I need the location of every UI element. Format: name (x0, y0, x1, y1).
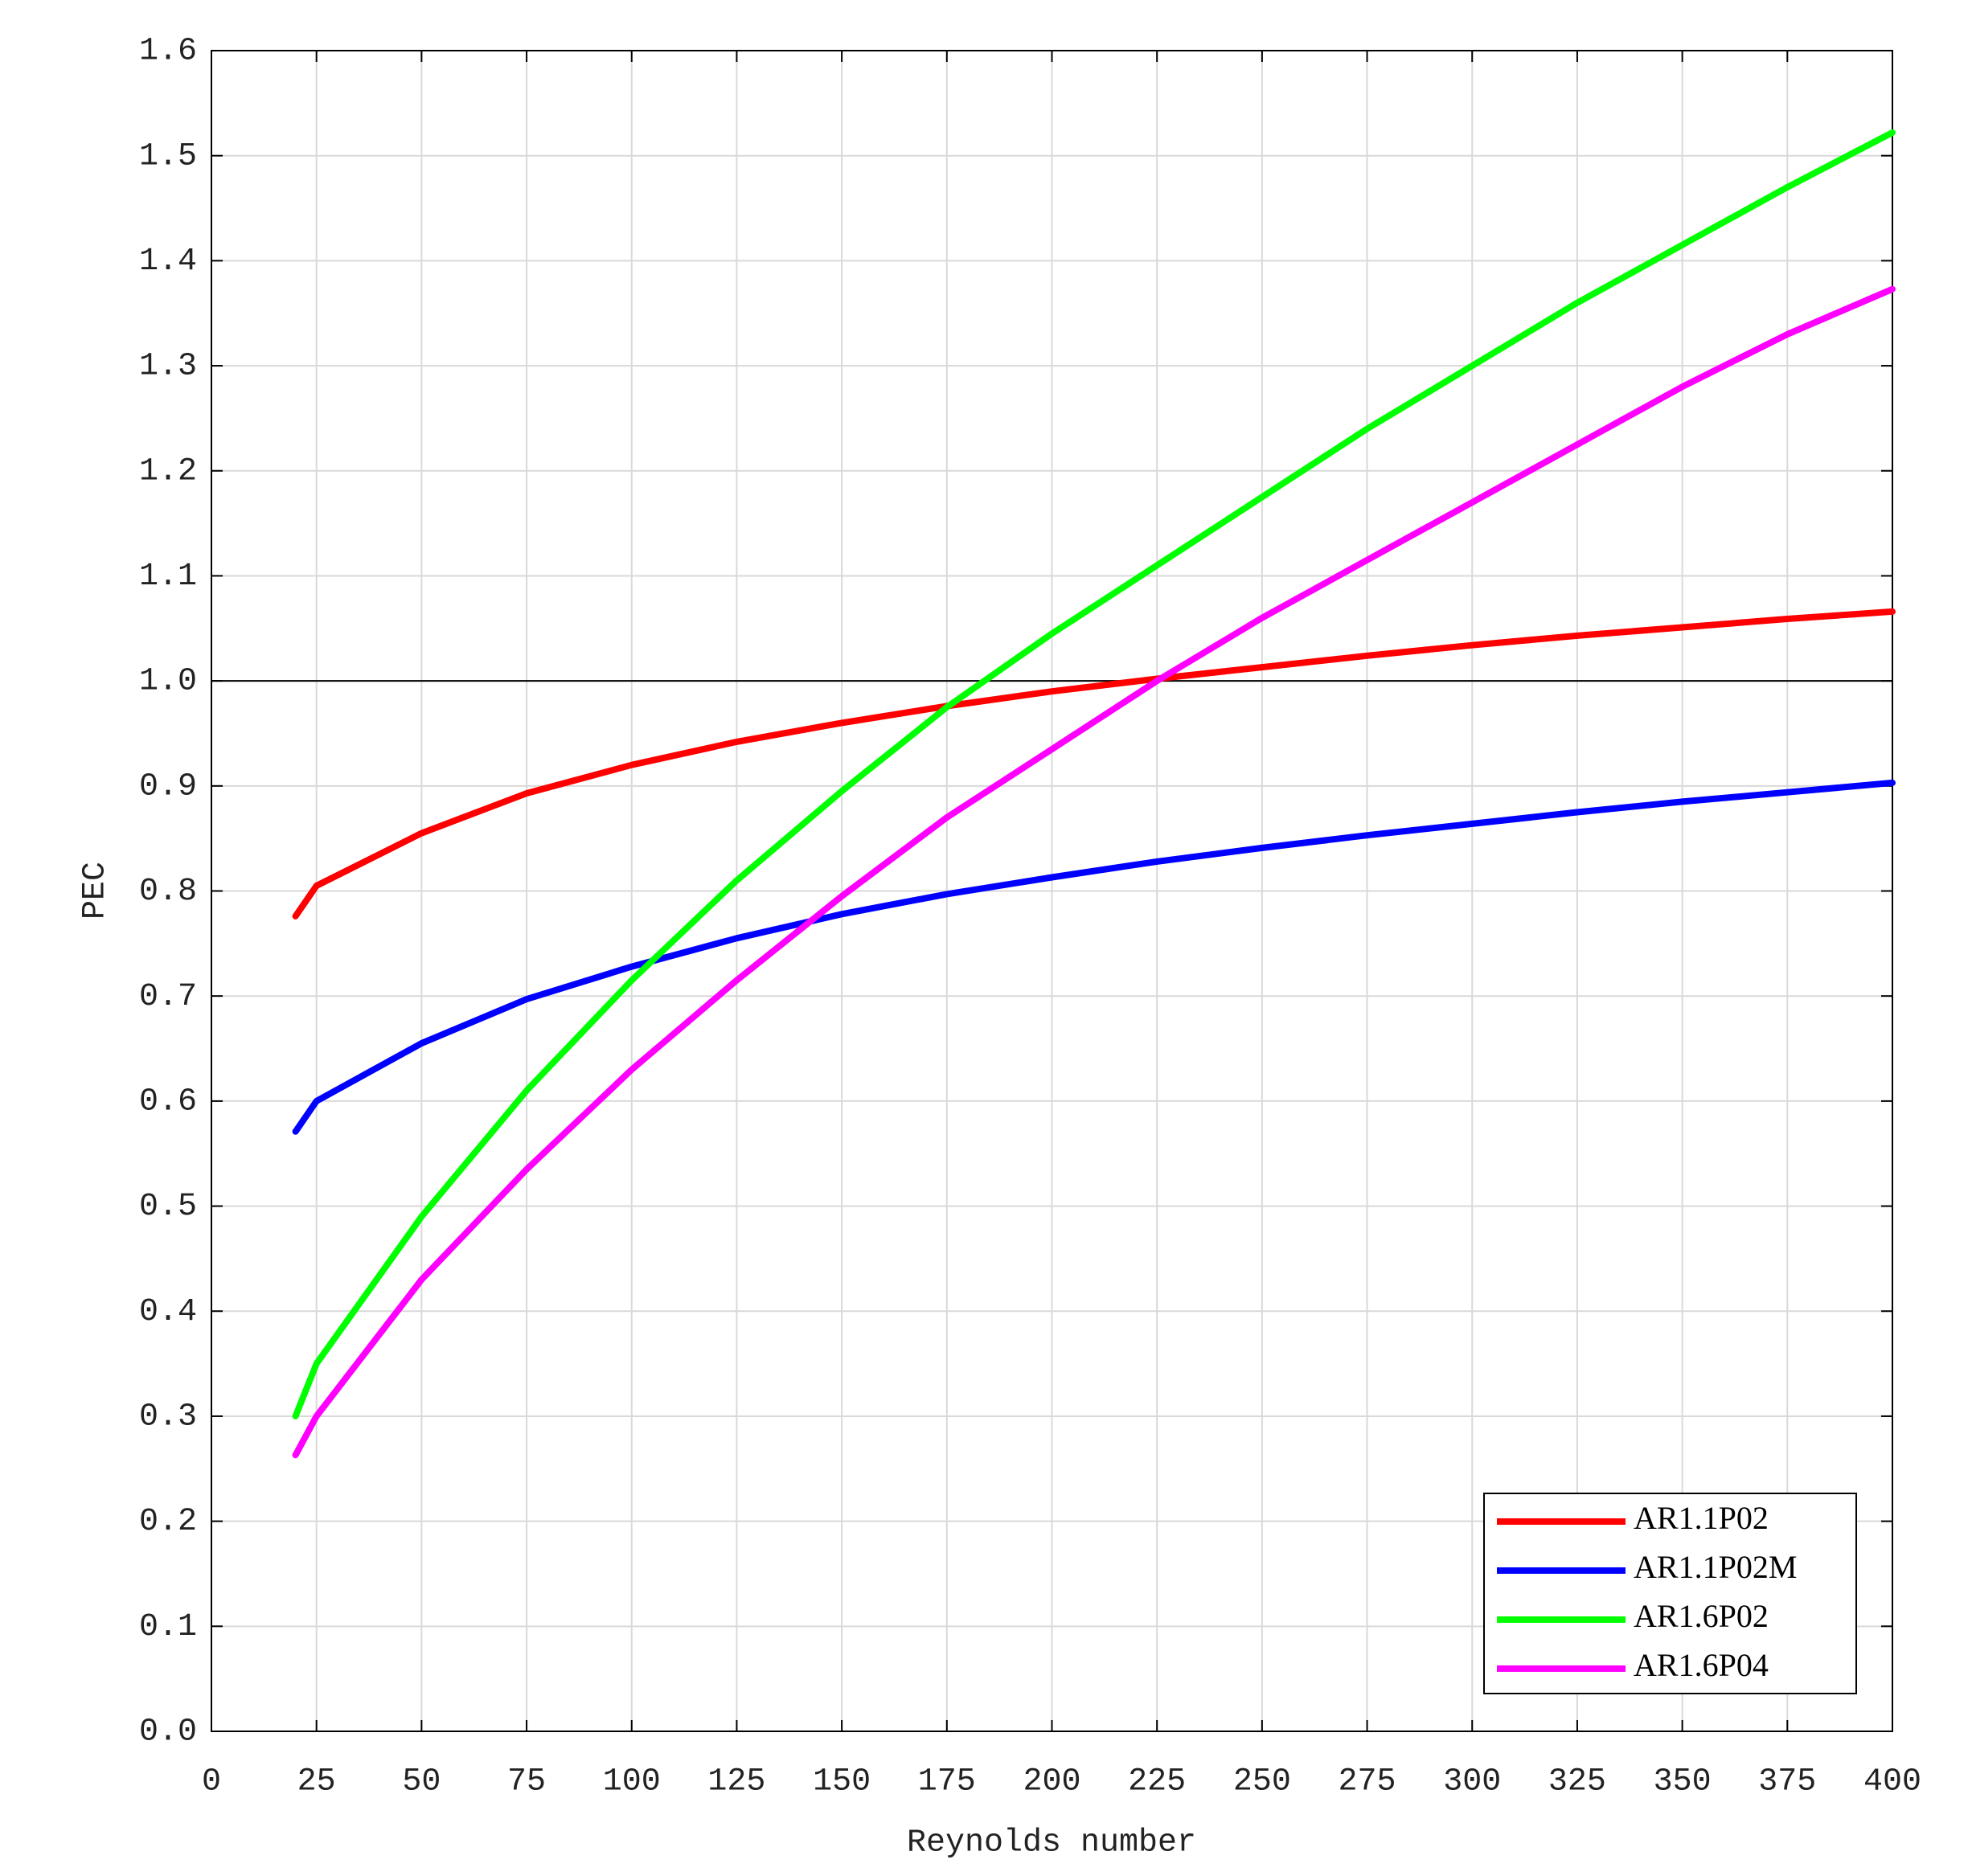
y-tick-label: 0.1 (139, 1609, 197, 1645)
legend-label: AR1.1P02M (1634, 1549, 1797, 1585)
y-tick-label: 0.3 (139, 1399, 197, 1436)
legend-label: AR1.1P02 (1634, 1500, 1769, 1536)
y-tick-label: 0.9 (139, 768, 197, 805)
legend-label: AR1.6P02 (1634, 1598, 1769, 1634)
x-tick-label: 0 (202, 1764, 221, 1800)
y-tick-label: 0.6 (139, 1083, 197, 1120)
x-axis-label: Reynolds number (907, 1825, 1196, 1862)
y-tick-label: 0.5 (139, 1189, 197, 1225)
x-tick-label: 200 (1023, 1764, 1080, 1800)
y-tick-label: 0.7 (139, 979, 197, 1015)
y-tick-label: 0.2 (139, 1504, 197, 1540)
series-line (292, 129, 1896, 1419)
y-tick-label: 1.2 (139, 453, 197, 489)
x-tick-label: 150 (813, 1764, 871, 1800)
x-tick-label: 125 (707, 1764, 765, 1800)
series-line (292, 779, 1896, 1135)
y-tick-label: 0.0 (139, 1714, 197, 1751)
x-tick-label: 325 (1548, 1764, 1606, 1800)
x-tick-label: 275 (1339, 1764, 1396, 1800)
x-tick-label: 100 (603, 1764, 661, 1800)
series-line (292, 608, 1896, 920)
x-tick-label: 300 (1443, 1764, 1501, 1800)
x-tick-label: 225 (1128, 1764, 1186, 1800)
y-tick-label: 1.4 (139, 244, 197, 280)
x-tick-label: 350 (1654, 1764, 1712, 1800)
x-tick-label: 50 (402, 1764, 441, 1800)
y-tick-label: 1.5 (139, 138, 197, 174)
y-tick-label: 0.8 (139, 874, 197, 910)
x-tick-label: 400 (1863, 1764, 1921, 1800)
x-tick-label: 75 (507, 1764, 546, 1800)
y-tick-label: 1.3 (139, 349, 197, 385)
legend-box (1483, 1493, 1857, 1694)
x-tick-label: 175 (918, 1764, 976, 1800)
x-tick-label: 250 (1233, 1764, 1291, 1800)
y-tick-label: 1.1 (139, 559, 197, 595)
y-tick-label: 0.4 (139, 1294, 197, 1330)
y-tick-label: 1.6 (139, 34, 197, 70)
x-tick-label: 25 (297, 1764, 336, 1800)
x-tick-label: 375 (1758, 1764, 1816, 1800)
y-axis-label: PEC (78, 862, 114, 920)
y-tick-label: 1.0 (139, 664, 197, 700)
plot-frame (211, 50, 1893, 1732)
series-line (292, 285, 1896, 1459)
legend-label: AR1.6P04 (1634, 1647, 1769, 1683)
